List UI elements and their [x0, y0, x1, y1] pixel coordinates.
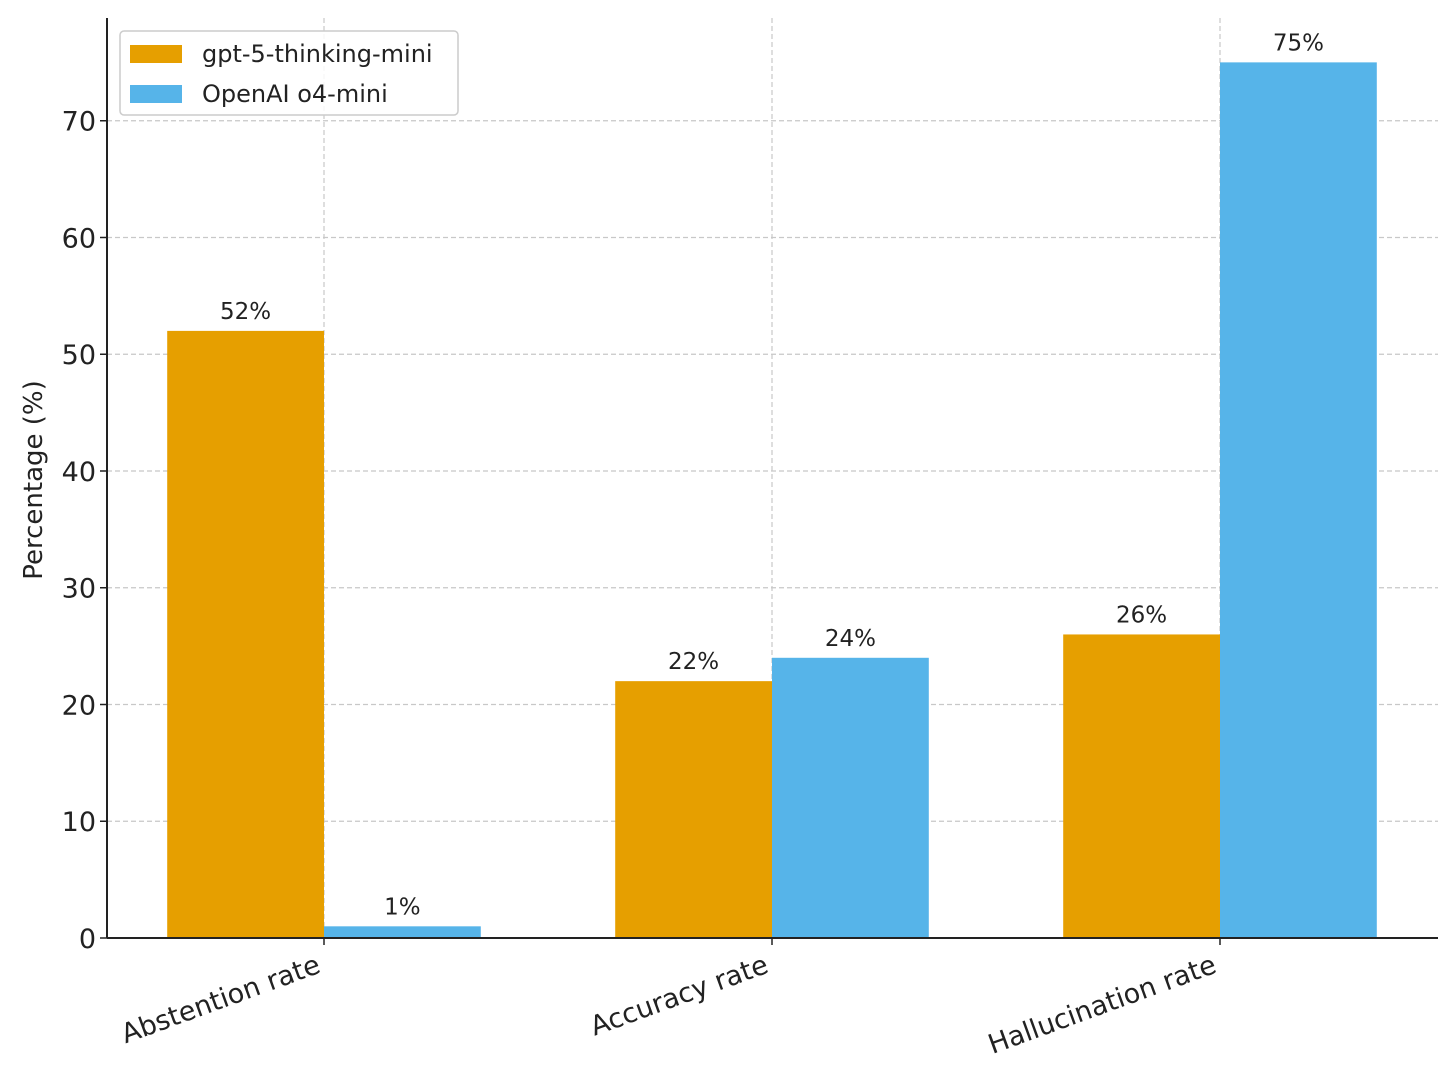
x-tick-label: Accuracy rate [586, 949, 772, 1042]
legend-swatch [130, 85, 182, 103]
x-tick-label: Abstention rate [117, 949, 324, 1050]
y-tick-label: 20 [62, 690, 96, 721]
legend-swatch [130, 45, 182, 63]
y-axis-label: Percentage (%) [19, 380, 49, 580]
legend-label: gpt-5-thinking-mini [202, 40, 433, 68]
value-label: 24% [825, 626, 876, 652]
y-tick-label: 30 [62, 574, 96, 605]
legend-label: OpenAI o4-mini [202, 80, 388, 108]
bar [167, 330, 324, 938]
y-tick-label: 50 [62, 340, 96, 371]
y-tick-label: 40 [62, 457, 96, 488]
bar [1063, 634, 1220, 938]
bar [324, 926, 481, 938]
y-tick-label: 60 [62, 223, 96, 254]
value-label: 22% [668, 649, 719, 675]
y-tick-label: 0 [79, 924, 96, 955]
bar [772, 657, 929, 938]
y-tick-label: 70 [62, 107, 96, 138]
legend-box [119, 30, 459, 116]
legend: gpt-5-thinking-mini OpenAI o4-mini [119, 30, 459, 116]
value-label: 52% [220, 299, 271, 325]
y-tick-label: 10 [62, 807, 96, 838]
value-label: 75% [1273, 30, 1324, 56]
value-label: 1% [384, 894, 421, 920]
value-label: 26% [1116, 602, 1167, 628]
x-tick-label: Hallucination rate [984, 949, 1220, 1060]
bar [615, 681, 772, 938]
bar [1220, 62, 1377, 939]
